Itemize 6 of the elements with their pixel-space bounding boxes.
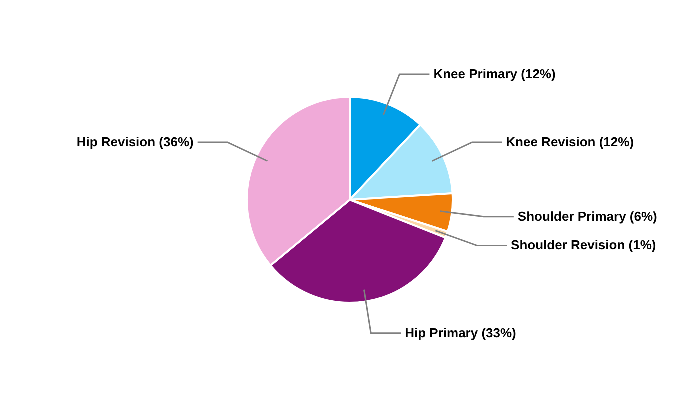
slice-label: Knee Primary (12%) (434, 66, 556, 82)
slice-label: Hip Primary (33%) (405, 325, 516, 340)
slice-label: Shoulder Primary (6%) (518, 208, 658, 224)
slice-label: Shoulder Revision (1%) (511, 238, 656, 253)
slice-label: Hip Revision (36%) (76, 134, 194, 150)
slice-label: Knee Revision (12%) (506, 134, 634, 150)
